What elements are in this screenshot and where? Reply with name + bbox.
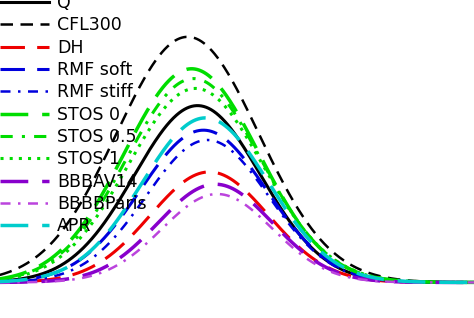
Legend: Q, CFL300, DH, RMF soft, RMF stiff, STOS 0, STOS 0.5, STOS 1, BBBAV14, BBBBParis: Q, CFL300, DH, RMF soft, RMF stiff, STOS… [0, 0, 147, 235]
